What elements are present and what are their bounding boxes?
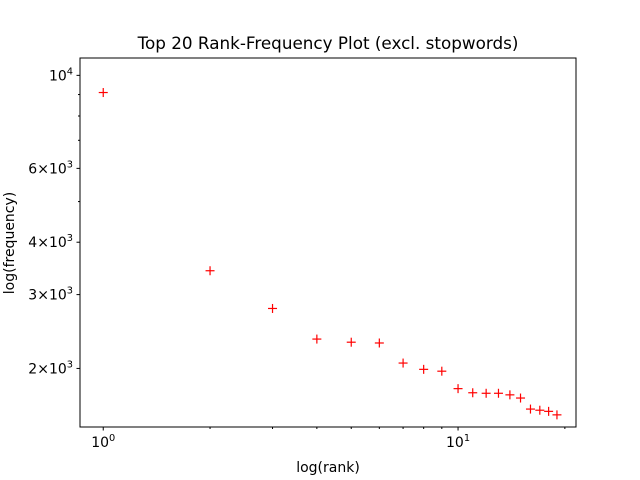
plot-area-frame (79, 57, 577, 428)
x-tick-label: 101 (446, 433, 470, 451)
x-axis: 100 101 (91, 427, 566, 451)
data-point (481, 388, 491, 398)
data-point (268, 303, 278, 313)
data-point (419, 364, 429, 374)
data-point (468, 388, 478, 398)
y-tick-label: 4×103 (28, 233, 73, 251)
data-point (346, 337, 356, 347)
y-axis-label: log(frequency) (2, 192, 18, 294)
data-point (544, 406, 554, 416)
data-points (98, 88, 562, 420)
data-point (535, 405, 545, 415)
y-tick-label: 2×103 (28, 359, 73, 377)
y-tick-label: 3×103 (28, 286, 73, 304)
data-point (552, 410, 562, 420)
data-point (525, 404, 535, 414)
chart-title: Top 20 Rank-Frequency Plot (excl. stopwo… (137, 33, 519, 53)
data-point (398, 358, 408, 368)
data-point (493, 388, 503, 398)
data-point (98, 88, 108, 98)
y-axis: 2×103 3×103 4×103 6×103 104 (28, 66, 80, 377)
data-point (453, 384, 463, 394)
data-point (374, 338, 384, 348)
data-point (205, 266, 215, 276)
data-point (505, 390, 515, 400)
data-point (516, 393, 526, 403)
x-tick-label: 100 (91, 433, 115, 451)
data-point (312, 334, 322, 344)
y-tick-label: 6×103 (28, 159, 73, 177)
x-axis-label: log(rank) (296, 460, 360, 476)
y-tick-label: 104 (49, 66, 73, 84)
data-point (437, 366, 447, 376)
